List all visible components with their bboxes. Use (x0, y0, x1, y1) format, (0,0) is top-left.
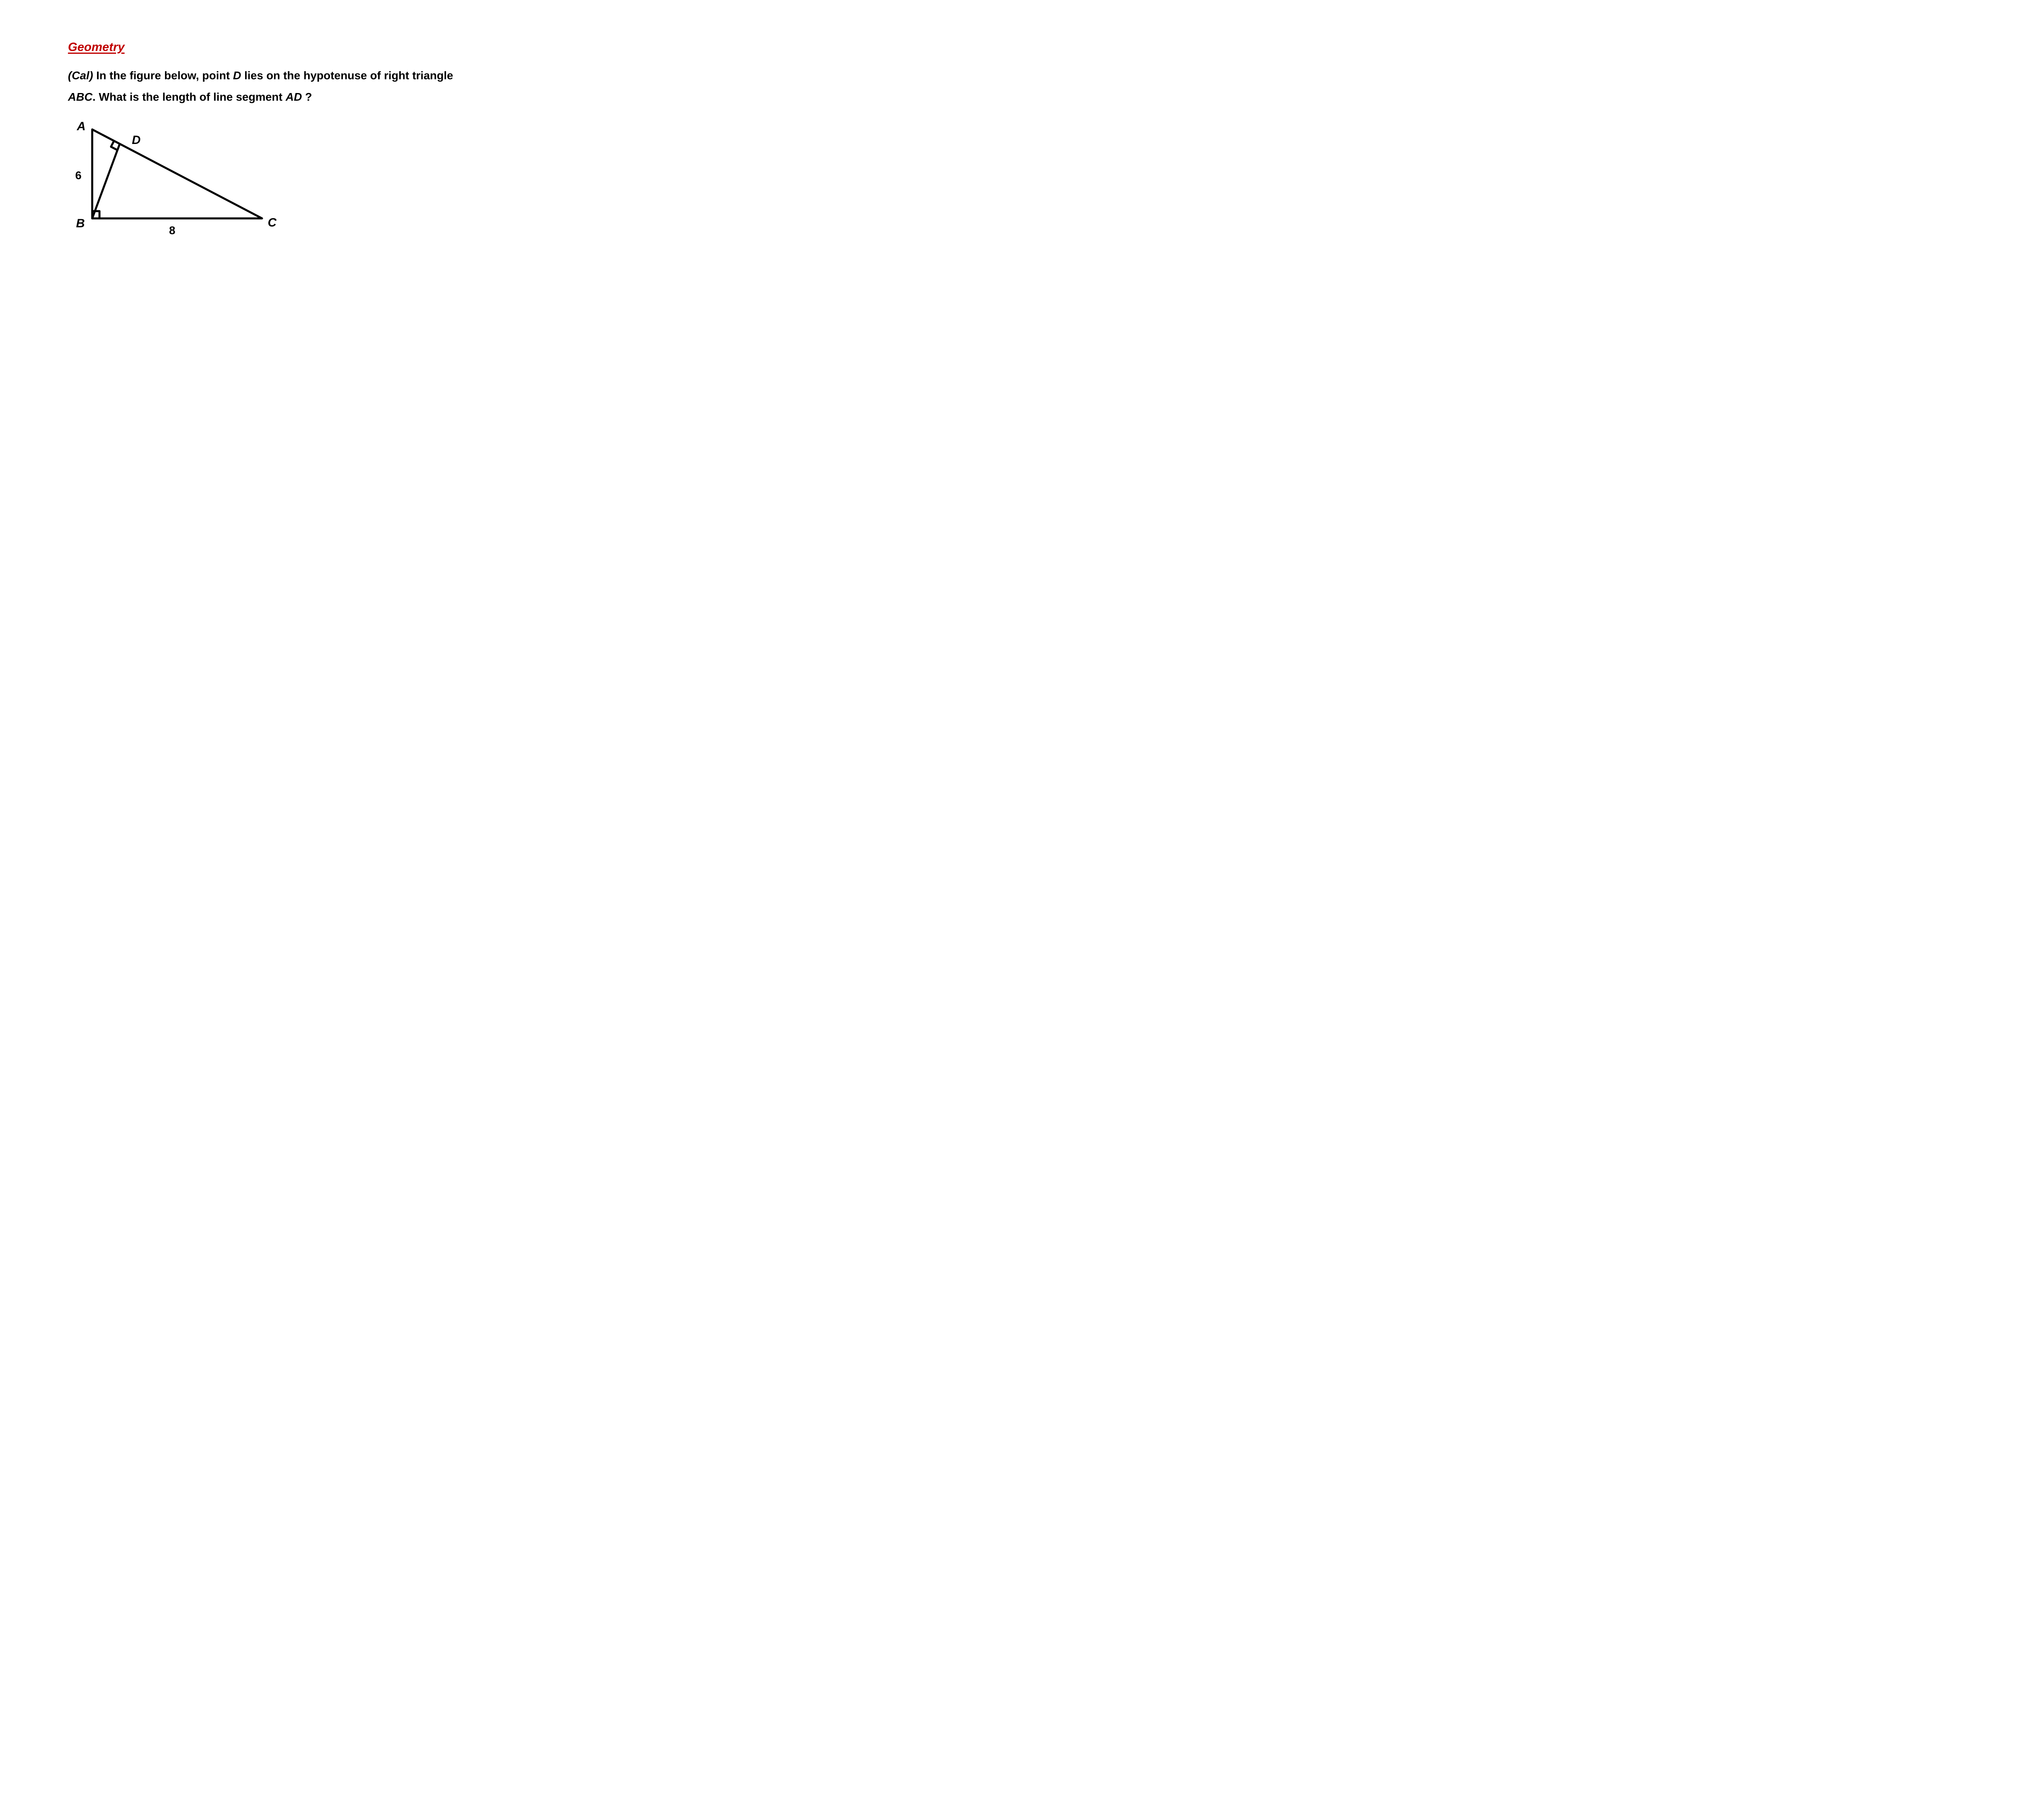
problem-part-1a: In the figure below, point (93, 69, 233, 82)
label-length-bc: 8 (169, 224, 176, 237)
problem-prefix: (Cal) (68, 69, 93, 82)
heading-geometry: Geometry (68, 40, 125, 54)
problem-text: (Cal) In the figure below, point D lies … (68, 65, 480, 108)
problem-part-2a: . What is the length of line segment (93, 91, 286, 103)
label-point-b: B (76, 217, 85, 231)
label-point-c: C (268, 216, 277, 230)
problem-var-abc: ABC (68, 91, 93, 103)
label-point-d: D (132, 133, 141, 147)
label-point-a: A (77, 120, 86, 133)
triangle-figure: A B C D 6 8 (68, 117, 294, 255)
problem-part-2b: ? (302, 91, 312, 103)
label-length-ab: 6 (75, 169, 82, 182)
problem-var-ad: AD (286, 91, 302, 103)
page: Geometry (Cal) In the figure below, poin… (0, 0, 582, 328)
triangle-abc (92, 129, 262, 218)
segment-bd (92, 144, 120, 218)
problem-part-1b: lies on the hypotenuse of right triangle (241, 69, 453, 82)
problem-var-d: D (233, 69, 241, 82)
triangle-svg (68, 117, 294, 255)
